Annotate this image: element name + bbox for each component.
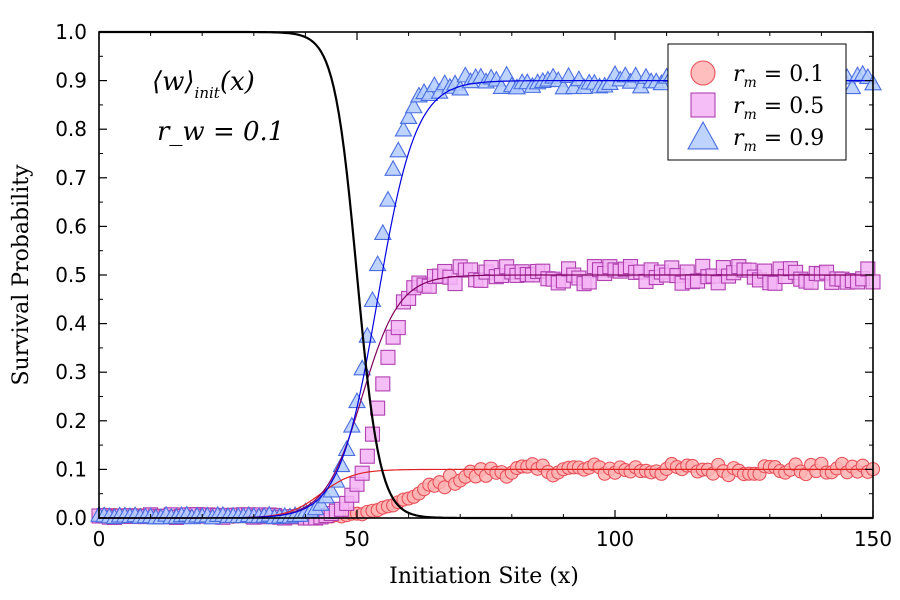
annotation-rw: r_w = 0.1 xyxy=(157,117,284,147)
x-tick-label: 150 xyxy=(854,527,892,551)
y-tick-label: 0.9 xyxy=(55,69,87,93)
x-tick-label: 0 xyxy=(93,527,106,551)
y-tick-label: 0.1 xyxy=(55,457,87,481)
x-tick-label: 100 xyxy=(596,527,634,551)
y-tick-label: 0.6 xyxy=(55,214,87,238)
x-axis-title: Initiation Site (x) xyxy=(389,564,579,589)
data-point xyxy=(626,66,645,83)
data-point xyxy=(342,416,361,433)
data-point xyxy=(375,376,391,392)
annotation-w-init: ⟨w⟩ xyxy=(152,67,195,97)
data-point xyxy=(364,426,381,442)
y-tick-label: 0.7 xyxy=(55,166,87,190)
y-tick-label: 0.8 xyxy=(55,117,87,141)
y-axis-title: Survival Probability xyxy=(9,164,34,386)
annotation-subscript: init xyxy=(195,84,221,102)
data-point xyxy=(337,439,356,457)
legend-label: rm = 0.9 xyxy=(733,126,824,155)
data-point xyxy=(394,120,413,137)
annotation-arg: (x) xyxy=(220,67,255,97)
x-tick-label: 50 xyxy=(344,527,369,551)
data-point xyxy=(384,159,403,176)
data-point xyxy=(389,141,408,158)
y-tick-label: 0.3 xyxy=(55,360,87,384)
data-point xyxy=(559,66,578,83)
legend-marker-square xyxy=(690,92,716,118)
data-point xyxy=(390,320,406,336)
data-point xyxy=(399,107,418,124)
svg-text:⟨w⟩init(x): ⟨w⟩init(x) xyxy=(152,67,255,102)
data-point xyxy=(380,349,396,365)
annotation: ⟨w⟩init(x) r_w = 0.1 xyxy=(152,67,284,147)
y-tick-label: 0.5 xyxy=(55,263,87,287)
data-point xyxy=(447,276,463,292)
axis-ticks: 0 50 100 150 0.0 0.1 0.2 0.3 0.4 0.5 0.6 0.7 0.8 0.9 1… xyxy=(55,20,892,551)
y-tick-label: 0.0 xyxy=(55,506,87,530)
legend-marker-circle xyxy=(690,60,716,86)
y-tick-label: 0.4 xyxy=(55,312,87,336)
data-point xyxy=(404,97,423,114)
legend: rm = 0.1 rm = 0.5 rm = 0.9 xyxy=(667,43,847,161)
y-tick-label: 0.2 xyxy=(55,409,87,433)
plot-frame xyxy=(98,31,874,519)
y-tick-label: 1.0 xyxy=(55,20,87,44)
legend-label: rm = 0.5 xyxy=(733,94,824,123)
data-point xyxy=(373,223,392,240)
legend-marker-triangle xyxy=(687,120,719,150)
data-point xyxy=(368,254,387,272)
legend-label: rm = 0.1 xyxy=(733,62,824,91)
data-point xyxy=(359,448,375,464)
data-point xyxy=(843,77,862,95)
data-point xyxy=(378,190,397,207)
